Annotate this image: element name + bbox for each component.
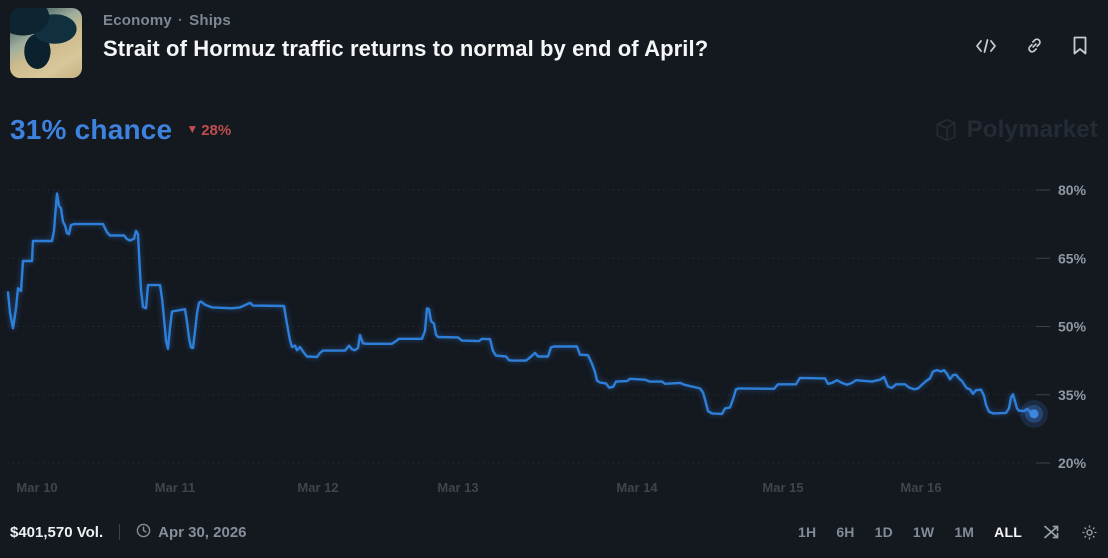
header-text: Economy · Ships Strait of Hormuz traffic r… (103, 8, 708, 62)
x-tick-label: Mar 16 (900, 480, 941, 495)
clock-icon (136, 523, 151, 542)
chance-value: 31% chance (10, 114, 173, 145)
link-icon (1025, 36, 1044, 55)
breadcrumb-separator: · (177, 12, 184, 29)
range-button-1d[interactable]: 1D (868, 520, 900, 544)
x-tick-label: Mar 13 (437, 480, 478, 495)
watermark-label: Polymarket (966, 116, 1098, 143)
copy-link-button[interactable] (1025, 36, 1044, 55)
polymarket-logo-icon (933, 117, 959, 143)
x-tick-label: Mar 15 (762, 480, 803, 495)
crossed-arrows-icon (1043, 524, 1061, 540)
bookmark-icon (1072, 36, 1088, 55)
range-button-1m[interactable]: 1M (947, 520, 981, 544)
current-point-dot (1020, 399, 1048, 428)
polymarket-watermark: Polymarket (933, 116, 1098, 144)
breadcrumb: Economy · Ships (103, 12, 708, 29)
x-tick-label: Mar 11 (155, 480, 195, 495)
x-tick-label: Mar 10 (16, 480, 57, 495)
code-icon (975, 38, 997, 54)
x-axis-labels: Mar 10 Mar 11 Mar 12 Mar 13 Mar 14 Mar 15 Mar … (16, 480, 941, 495)
down-arrow-icon: ▼ (186, 122, 199, 136)
range-button-6h[interactable]: 6H (829, 520, 861, 544)
price-series (6, 192, 1036, 416)
header-actions (975, 8, 1098, 55)
range-button-1h[interactable]: 1H (791, 520, 823, 544)
y-tick-label: 35% (1058, 387, 1087, 403)
footer-divider (119, 524, 121, 540)
gear-icon (1081, 524, 1098, 541)
chart-area: 80% 65% 50% 35% 20% Mar 10 Mar 11 Mar 12 Mar 13… (0, 170, 1108, 500)
y-tick-label: 50% (1058, 319, 1087, 335)
price-line (6, 192, 1036, 416)
price-change-value: 28% (201, 121, 232, 139)
gridlines (8, 189, 1050, 464)
embed-button[interactable] (975, 38, 997, 54)
volume-label: $401,570 Vol. (10, 523, 104, 541)
time-range-selector: 1H 6H 1D 1W 1M ALL (791, 520, 1029, 544)
breadcrumb-category[interactable]: Economy (103, 12, 172, 29)
footer-icons (1043, 524, 1098, 541)
market-avatar (10, 8, 82, 78)
price-row: 31% chance ▼ 28% Polymarket (10, 108, 1098, 152)
breadcrumb-subcategory[interactable]: Ships (189, 12, 231, 29)
range-button-all[interactable]: ALL (987, 520, 1029, 544)
page-title: Strait of Hormuz traffic returns to norm… (103, 36, 709, 61)
price-chart[interactable]: 80% 65% 50% 35% 20% Mar 10 Mar 11 Mar 12 Mar 13… (0, 170, 1108, 500)
settings-button[interactable] (1081, 524, 1098, 541)
y-tick-label: 65% (1058, 250, 1087, 266)
x-tick-label: Mar 12 (297, 480, 338, 495)
bookmark-button[interactable] (1072, 36, 1088, 55)
end-date-label: Apr 30, 2026 (158, 523, 247, 541)
y-tick-label: 20% (1058, 455, 1087, 471)
x-tick-label: Mar 14 (616, 480, 658, 495)
price-change: ▼ 28% (186, 122, 231, 139)
chart-footer: $401,570 Vol. Apr 30, 2026 1H 6H 1D 1W 1M ALL (10, 514, 1098, 550)
market-header: Economy · Ships Strait of Hormuz traffic r… (10, 8, 1098, 78)
y-axis-labels: 80% 65% 50% 35% 20% (1058, 182, 1087, 471)
y-tick-label: 80% (1058, 182, 1087, 198)
dot-core (1029, 409, 1039, 419)
end-date: Apr 30, 2026 (136, 523, 247, 542)
range-button-1w[interactable]: 1W (906, 520, 941, 544)
compare-toggle-button[interactable] (1043, 524, 1061, 540)
